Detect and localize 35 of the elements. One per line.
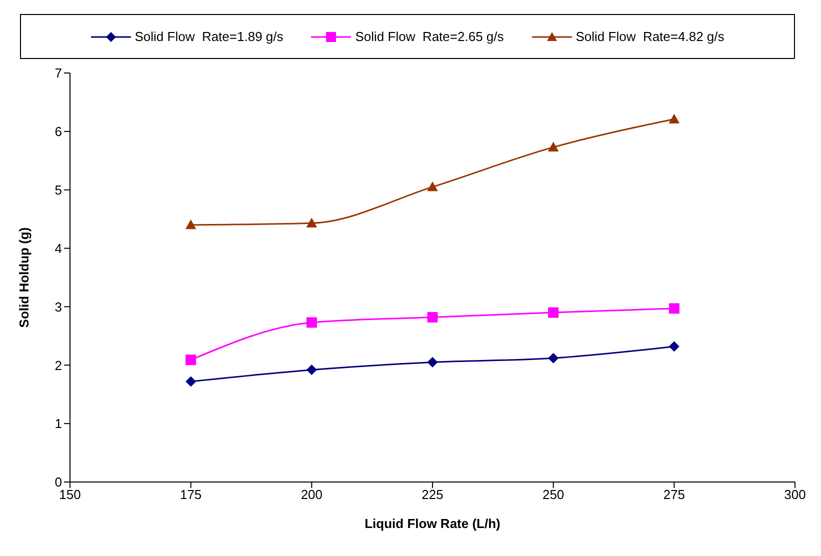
x-tick-label: 275	[663, 487, 686, 502]
point	[306, 218, 317, 228]
x-tick-label: 175	[180, 487, 202, 502]
point	[548, 142, 559, 152]
x-tick-label: 150	[59, 487, 81, 502]
y-tick-label: 7	[54, 66, 62, 81]
y-tick-label: 3	[54, 299, 62, 314]
point	[186, 354, 196, 366]
legend-label: Solid Flow Rate=1.89 g/s	[134, 29, 284, 44]
point	[427, 182, 438, 192]
point	[186, 376, 196, 387]
point	[668, 303, 680, 314]
point	[548, 352, 559, 364]
x-tick-label: 225	[422, 487, 444, 502]
x-axis-title: Liquid Flow Rate (L/h)	[364, 516, 500, 531]
x-tick-label: 250	[542, 487, 564, 502]
legend-label: Solid Flow Rate=2.65 g/s	[355, 29, 504, 44]
point	[548, 307, 559, 318]
x-tick-label: 200	[300, 487, 323, 502]
y-tick-label: 6	[54, 124, 62, 140]
point	[668, 114, 680, 124]
point	[668, 341, 680, 352]
y-tick-label: 0	[54, 474, 62, 490]
point	[306, 317, 317, 328]
x-tick-label: 300	[784, 487, 806, 502]
y-tick-label: 4	[54, 240, 62, 256]
point	[427, 356, 438, 368]
y-tick-label: 2	[54, 358, 62, 373]
legend-label: Solid Flow Rate=4.82 g/s	[576, 29, 724, 44]
y-tick-label: 1	[54, 416, 62, 432]
point	[306, 364, 317, 376]
point	[186, 220, 196, 230]
y-axis-title: Solid Holdup (g)	[16, 227, 32, 328]
y-tick-label: 5	[54, 182, 62, 198]
point	[427, 312, 438, 322]
